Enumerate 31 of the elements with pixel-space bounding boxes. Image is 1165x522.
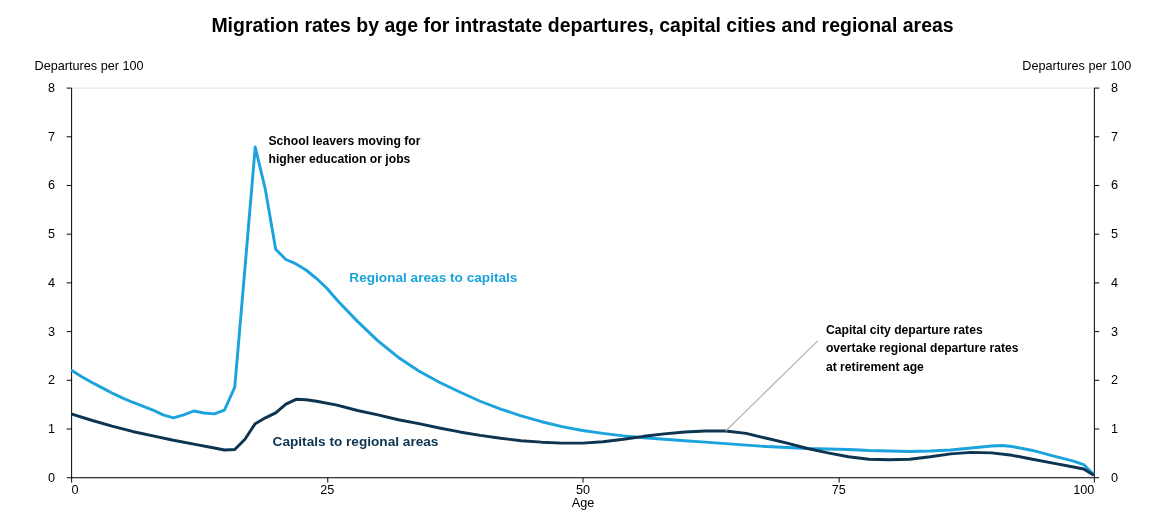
y2-tick-label: 1 xyxy=(1110,421,1118,436)
x-axis-title: Age xyxy=(571,495,595,510)
y-tick-label: 6 xyxy=(47,178,56,193)
y2-tick-label: 8 xyxy=(1110,80,1118,95)
y-tick-label: 3 xyxy=(47,324,56,339)
y-tick-label: 8 xyxy=(47,80,56,95)
x-tick-label: 0 xyxy=(71,483,79,498)
y2-tick-label: 6 xyxy=(1110,178,1118,193)
y2-tick-label: 2 xyxy=(1110,373,1118,388)
chart-title: Migration rates by age for intrastate departures, capital cities and regional areas xyxy=(211,14,954,37)
y2-tick-label: 4 xyxy=(1110,275,1118,290)
y2-tick-label: 5 xyxy=(1110,227,1118,242)
y-tick-label: 4 xyxy=(47,275,56,290)
series-label: Regional areas to capitals xyxy=(349,270,518,286)
y-axis-title: Departures per 100 xyxy=(34,58,144,73)
x-tick-label: 50 xyxy=(575,483,591,498)
annotation: School leavers moving for higher education or jobs xyxy=(268,133,421,167)
x-tick-label: 100 xyxy=(1073,483,1095,498)
annotation: Capital city departure rates overtake regional departure rates at retirement age xyxy=(825,322,1019,374)
y2-axis-title: Departures per 100 xyxy=(1022,58,1132,73)
y2-tick-label: 7 xyxy=(1110,129,1118,144)
y-tick-label: 7 xyxy=(47,129,56,144)
y-tick-label: 2 xyxy=(47,373,56,388)
y-tick-label: 5 xyxy=(47,227,56,242)
x-tick-label: 75 xyxy=(831,483,846,498)
x-tick-label: 25 xyxy=(320,483,335,498)
y-tick-label: 0 xyxy=(47,470,56,485)
y-tick-label: 1 xyxy=(47,421,56,436)
series-label: Capitals to regional areas xyxy=(272,434,439,450)
y2-tick-label: 3 xyxy=(1110,324,1118,339)
y2-tick-label: 0 xyxy=(1110,470,1118,485)
